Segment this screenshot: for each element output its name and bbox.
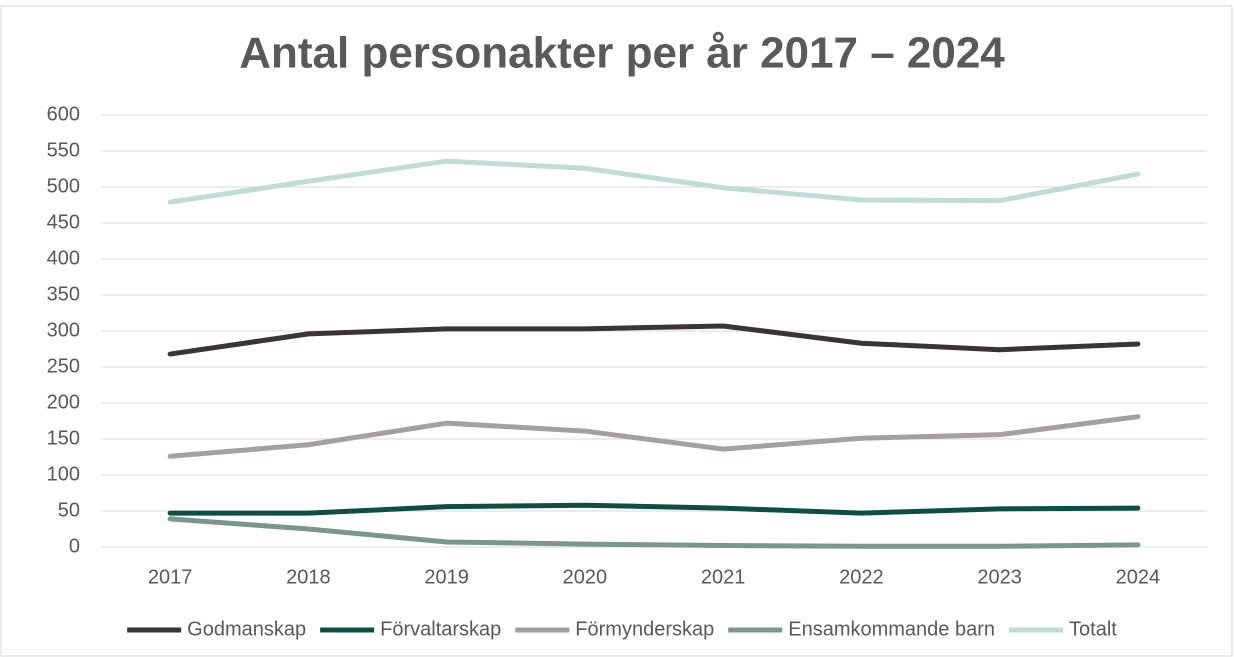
y-tick-label: 500 (47, 175, 80, 197)
y-tick-label: 350 (47, 283, 80, 305)
y-tick-label: 0 (69, 535, 80, 557)
y-tick-label: 50 (58, 499, 80, 521)
x-tick-label: 2020 (563, 566, 608, 588)
series-line (167, 414, 1141, 459)
legend-label: Totalt (1069, 618, 1117, 640)
y-tick-label: 250 (47, 355, 80, 377)
legend-label: Förmynderskap (575, 618, 714, 640)
chart-title: Antal personakter per år 2017 – 2024 (239, 29, 1005, 78)
legend-label: Förvaltarskap (380, 618, 501, 640)
y-tick-label: 300 (47, 319, 80, 341)
x-tick-label: 2017 (148, 566, 193, 588)
series-line (167, 158, 1141, 205)
y-tick-label: 200 (47, 391, 80, 413)
y-tick-label: 100 (47, 463, 80, 485)
y-tick-label: 150 (47, 427, 80, 449)
y-tick-label: 450 (47, 211, 80, 233)
y-tick-label: 550 (47, 139, 80, 161)
series-line (167, 323, 1141, 357)
y-tick-label: 400 (47, 247, 80, 269)
x-tick-label: 2021 (701, 566, 746, 588)
series-line (167, 502, 1141, 516)
series-line (167, 516, 1141, 549)
x-tick-label: 2023 (977, 566, 1022, 588)
x-tick-label: 2019 (424, 566, 469, 588)
legend-label: Ensamkommande barn (788, 618, 995, 640)
y-tick-label: 600 (47, 103, 80, 125)
x-tick-label: 2024 (1116, 566, 1161, 588)
x-tick-label: 2018 (286, 566, 331, 588)
x-tick-label: 2022 (839, 566, 884, 588)
legend-label: Godmanskap (187, 618, 306, 640)
